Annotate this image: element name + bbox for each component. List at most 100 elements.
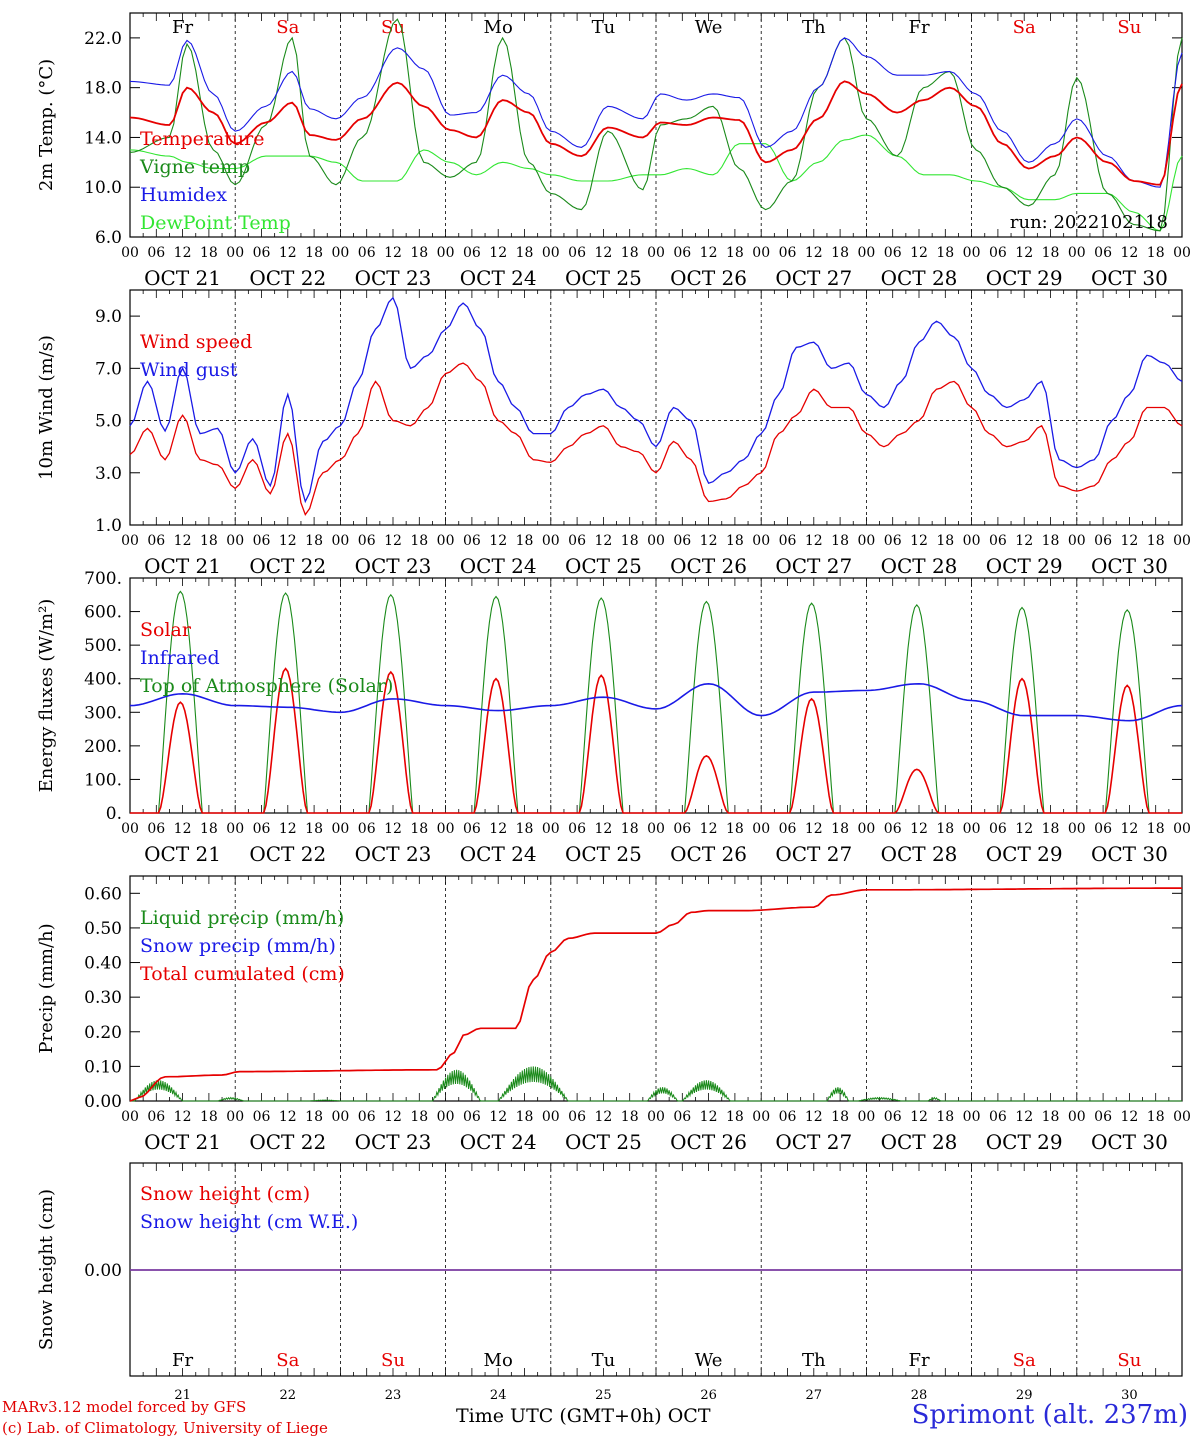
y-tick-label: 10.0 bbox=[84, 178, 122, 198]
hour-tick-label: 06 bbox=[1094, 533, 1112, 549]
hour-tick-label: 18 bbox=[831, 821, 849, 837]
hour-tick-label: 18 bbox=[936, 245, 954, 261]
legend-entry: Temperature bbox=[140, 128, 264, 150]
hour-tick-label: 00 bbox=[226, 1109, 244, 1125]
series-line-vigne-temp bbox=[129, 18, 1183, 232]
hour-tick-label: 18 bbox=[516, 533, 534, 549]
series-line-humidex bbox=[129, 37, 1183, 188]
weekday-label: Fr bbox=[172, 1350, 193, 1371]
date-label: OCT 26 bbox=[670, 842, 747, 866]
legend-entry: Liquid precip (mm/h) bbox=[140, 907, 344, 929]
date-label: OCT 24 bbox=[460, 842, 537, 866]
hour-tick-label: 06 bbox=[989, 1109, 1007, 1125]
hour-tick-label: 12 bbox=[279, 1109, 297, 1125]
date-label: OCT 24 bbox=[460, 554, 537, 578]
date-label: OCT 23 bbox=[355, 266, 432, 290]
hour-tick-label: 06 bbox=[673, 1109, 691, 1125]
hour-tick-label: 12 bbox=[805, 821, 823, 837]
hour-tick-label: 06 bbox=[358, 821, 376, 837]
y-tick-label: 300. bbox=[84, 703, 122, 723]
weekday-label: Sa bbox=[1013, 17, 1036, 38]
hour-tick-label: 00 bbox=[331, 245, 349, 261]
date-label: OCT 25 bbox=[565, 554, 642, 578]
hour-tick-label: 06 bbox=[884, 533, 902, 549]
x-axis-title: Time UTC (GMT+0h) OCT bbox=[456, 1405, 711, 1427]
hour-tick-label: 00 bbox=[857, 533, 875, 549]
day-number-label: 26 bbox=[700, 1388, 717, 1403]
legend-entry: Snow precip (mm/h) bbox=[140, 935, 336, 957]
weekday-label: Th bbox=[802, 17, 826, 38]
hour-tick-label: 12 bbox=[594, 1109, 612, 1125]
date-label: OCT 29 bbox=[986, 266, 1063, 290]
hour-tick-label: 18 bbox=[936, 1109, 954, 1125]
hour-tick-label: 12 bbox=[1120, 245, 1138, 261]
hour-tick-label: 00 bbox=[1068, 533, 1086, 549]
lab-credit: (c) Lab. of Climatology, University of L… bbox=[2, 1419, 328, 1437]
hour-tick-label: 18 bbox=[305, 821, 323, 837]
hour-tick-label: 18 bbox=[305, 245, 323, 261]
hour-tick-label: 12 bbox=[1120, 1109, 1138, 1125]
weekday-label: Fr bbox=[172, 17, 193, 38]
hour-tick-label: 12 bbox=[384, 245, 402, 261]
day-number-label: 28 bbox=[911, 1388, 928, 1403]
y-tick-label: 500. bbox=[84, 636, 122, 656]
date-label: OCT 22 bbox=[249, 554, 326, 578]
hour-tick-label: 12 bbox=[174, 1109, 192, 1125]
legend-entry: Humidex bbox=[140, 184, 227, 206]
hour-tick-label: 06 bbox=[1094, 245, 1112, 261]
hour-tick-label: 00 bbox=[226, 245, 244, 261]
hour-tick-label: 12 bbox=[489, 533, 507, 549]
hour-tick-label: 00 bbox=[542, 821, 560, 837]
date-label: OCT 23 bbox=[355, 554, 432, 578]
date-label: OCT 27 bbox=[775, 266, 852, 290]
legend-entry: Vigne temp bbox=[139, 156, 250, 178]
y-tick-label: 400. bbox=[84, 670, 122, 690]
hour-tick-label: 06 bbox=[358, 245, 376, 261]
date-label: OCT 26 bbox=[670, 266, 747, 290]
y-tick-label: 0.00 bbox=[84, 1092, 122, 1112]
date-label: OCT 27 bbox=[775, 554, 852, 578]
date-label: OCT 22 bbox=[249, 842, 326, 866]
hour-tick-label: 18 bbox=[200, 533, 218, 549]
hour-tick-label: 00 bbox=[226, 533, 244, 549]
y-tick-label: 6.0 bbox=[95, 228, 122, 248]
day-number-label: 30 bbox=[1121, 1388, 1138, 1403]
hour-tick-label: 00 bbox=[1173, 821, 1191, 837]
hour-tick-label: 18 bbox=[305, 533, 323, 549]
y-tick-label: 22.0 bbox=[84, 29, 122, 49]
y-tick-label: 0.30 bbox=[84, 988, 122, 1008]
hour-tick-label: 00 bbox=[121, 245, 139, 261]
date-label: OCT 29 bbox=[986, 1130, 1063, 1154]
day-number-label: 21 bbox=[174, 1388, 191, 1403]
hour-tick-label: 12 bbox=[594, 533, 612, 549]
hour-tick-label: 06 bbox=[779, 533, 797, 549]
hour-tick-label: 12 bbox=[1015, 821, 1033, 837]
hour-tick-label: 18 bbox=[1042, 245, 1060, 261]
legend-entry: Snow height (cm W.E.) bbox=[140, 1211, 358, 1233]
hour-tick-label: 06 bbox=[779, 821, 797, 837]
date-label: OCT 28 bbox=[881, 554, 958, 578]
date-label: OCT 22 bbox=[249, 266, 326, 290]
legend-entry: Wind speed bbox=[140, 331, 252, 353]
hour-tick-label: 12 bbox=[910, 821, 928, 837]
hour-tick-label: 00 bbox=[1068, 821, 1086, 837]
hour-tick-label: 00 bbox=[857, 821, 875, 837]
date-label: OCT 30 bbox=[1091, 1130, 1168, 1154]
legend-entry: Total cumulated (cm) bbox=[140, 963, 345, 985]
hour-tick-label: 12 bbox=[279, 821, 297, 837]
hour-tick-label: 18 bbox=[1147, 533, 1165, 549]
hour-tick-label: 12 bbox=[174, 533, 192, 549]
hour-tick-label: 06 bbox=[147, 245, 165, 261]
hour-tick-label: 12 bbox=[910, 245, 928, 261]
date-label: OCT 24 bbox=[460, 1130, 537, 1154]
hour-tick-label: 18 bbox=[516, 1109, 534, 1125]
legend-entry: Snow height (cm) bbox=[140, 1183, 310, 1205]
hour-tick-label: 18 bbox=[1042, 1109, 1060, 1125]
y-axis-label: 2m Temp. (°C) bbox=[36, 59, 57, 191]
run-label: run: 2022102118 bbox=[1010, 212, 1168, 233]
day-number-label: 29 bbox=[1016, 1388, 1033, 1403]
weekday-label: Tu bbox=[592, 1350, 616, 1371]
hour-tick-label: 18 bbox=[726, 821, 744, 837]
hour-tick-label: 12 bbox=[489, 821, 507, 837]
hour-tick-label: 06 bbox=[884, 821, 902, 837]
